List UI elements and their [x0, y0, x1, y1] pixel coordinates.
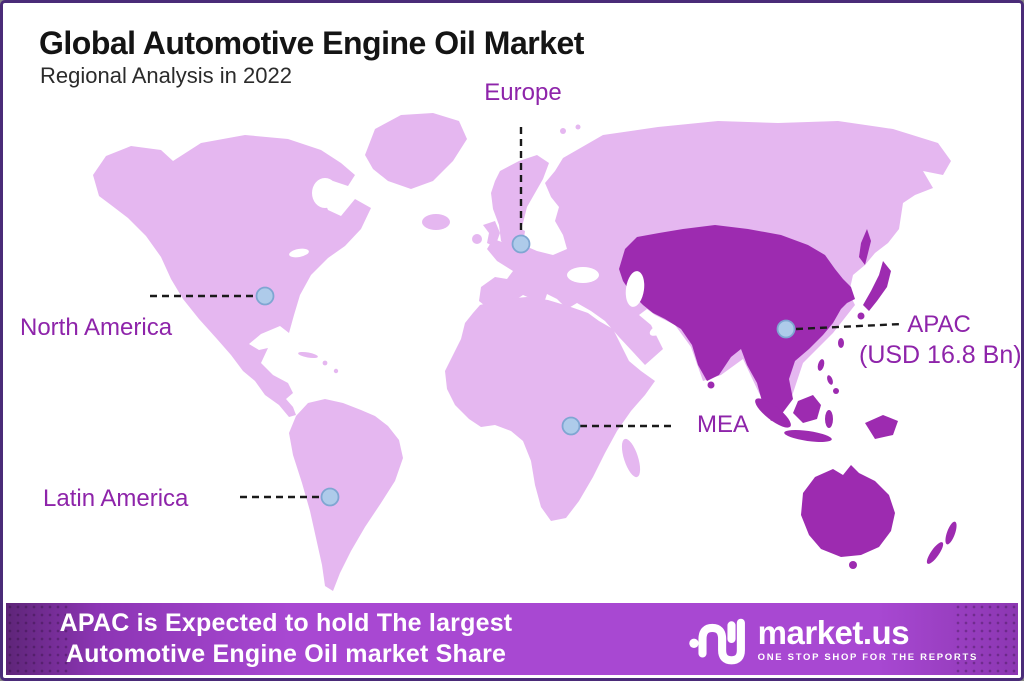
north-america-marker [255, 286, 275, 306]
latin-america-marker [320, 487, 340, 507]
land-apac-highlight [619, 225, 957, 569]
cuba-island [298, 351, 318, 359]
ireland-island [472, 234, 482, 244]
java-island [784, 430, 832, 442]
north-america-landmass [93, 135, 371, 417]
marketus-logo-tagline: ONE STOP SHOP FOR THE REPORTS [757, 651, 978, 663]
new-guinea-island [865, 415, 898, 439]
madagascar-island [621, 438, 641, 478]
sri-lanka-island [707, 381, 715, 389]
mea-marker [561, 416, 581, 436]
latin-america-label: Latin America [43, 485, 189, 512]
tasmania-island [849, 561, 857, 569]
marketus-logo-glyph [688, 618, 745, 665]
philippines-island [833, 388, 839, 394]
persian-gulf [649, 324, 667, 336]
philippines-island [827, 375, 833, 385]
apac-label-value: (USD 16.8 Bn) [859, 341, 1022, 369]
taiwan-island [838, 338, 844, 348]
dot-pattern-right [954, 603, 1018, 675]
philippines-island [817, 359, 825, 371]
mea-label: MEA [697, 411, 750, 438]
apac-marker [776, 319, 796, 339]
hudson-bay [312, 178, 338, 208]
leader-lines [150, 127, 903, 499]
page-title: Global Automotive Engine Oil Market [39, 25, 584, 61]
dot-pattern-left [6, 603, 70, 675]
svalbard-island [560, 128, 566, 134]
apac-label: APAC (USD 16.8 Bn) [859, 311, 1022, 370]
footer-headline-line2: Automotive Engine Oil market Share [65, 640, 507, 668]
australia-landmass [801, 465, 895, 557]
borneo-island [793, 395, 821, 423]
black-sea [567, 267, 599, 283]
europe-marker [511, 234, 531, 254]
footer-headline: APAC is Expected to hold The largest Aut… [46, 603, 526, 675]
caribbean-island [333, 368, 339, 374]
footer-headline-line1: APAC is Expected to hold The largest [59, 609, 513, 637]
apac-mainland [619, 225, 855, 421]
marketus-logo-text: market.us ONE STOP SHOP FOR THE REPORTS [758, 616, 978, 663]
iceland-landmass [422, 214, 450, 230]
page-subtitle: Regional Analysis in 2022 [40, 63, 292, 88]
japan-island-south [857, 312, 865, 320]
svalbard-island [575, 124, 581, 130]
japan-islands [863, 261, 891, 311]
africa-landmass [445, 297, 655, 521]
marketus-logo-name: market.us [757, 613, 910, 651]
world-map [93, 113, 957, 591]
footer-banner: APAC is Expected to hold The largest Aut… [6, 603, 1018, 675]
sulawesi-island [825, 410, 833, 428]
greenland-landmass [365, 113, 467, 189]
sumatra-island [755, 398, 791, 428]
europe-label: Europe [484, 79, 562, 106]
great-lakes [289, 248, 309, 258]
caspian-sea [625, 271, 645, 307]
inland-seas [289, 178, 667, 336]
marketus-logo: market.us ONE STOP SHOP FOR THE REPORTS [688, 603, 978, 675]
sakhalin-island [859, 229, 871, 265]
north-america-label: North America [20, 314, 173, 341]
south-america-landmass [289, 399, 403, 591]
apac-leader-line [795, 322, 903, 331]
apac-label-name: APAC [907, 311, 971, 338]
caribbean-island [322, 360, 328, 366]
new-zealand-north-island [945, 521, 957, 545]
location-markers [255, 234, 796, 507]
new-zealand-south-island [926, 542, 944, 564]
